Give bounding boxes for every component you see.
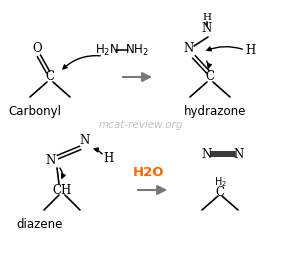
- Text: O: O: [32, 42, 42, 54]
- Text: H: H: [103, 152, 113, 165]
- Text: N: N: [80, 134, 90, 147]
- Text: N: N: [202, 23, 212, 36]
- Text: H: H: [245, 44, 255, 57]
- Text: C: C: [206, 70, 215, 84]
- Text: H2O: H2O: [132, 165, 164, 178]
- Text: Carbonyl: Carbonyl: [8, 106, 61, 119]
- Text: C: C: [45, 70, 54, 84]
- Text: CH: CH: [52, 184, 72, 196]
- Text: N: N: [46, 153, 56, 166]
- Text: C: C: [215, 186, 224, 199]
- Text: N: N: [234, 147, 244, 160]
- Text: diazene: diazene: [17, 218, 63, 230]
- Text: H: H: [202, 14, 212, 23]
- Text: N: N: [202, 147, 212, 160]
- Text: H$_2$: H$_2$: [213, 175, 226, 189]
- Text: hydrazone: hydrazone: [184, 106, 246, 119]
- Text: mcat-review.org: mcat-review.org: [99, 120, 183, 130]
- Text: NH$_2$: NH$_2$: [125, 42, 149, 58]
- Text: H$_2$N: H$_2$N: [95, 42, 119, 58]
- Text: N: N: [184, 42, 194, 55]
